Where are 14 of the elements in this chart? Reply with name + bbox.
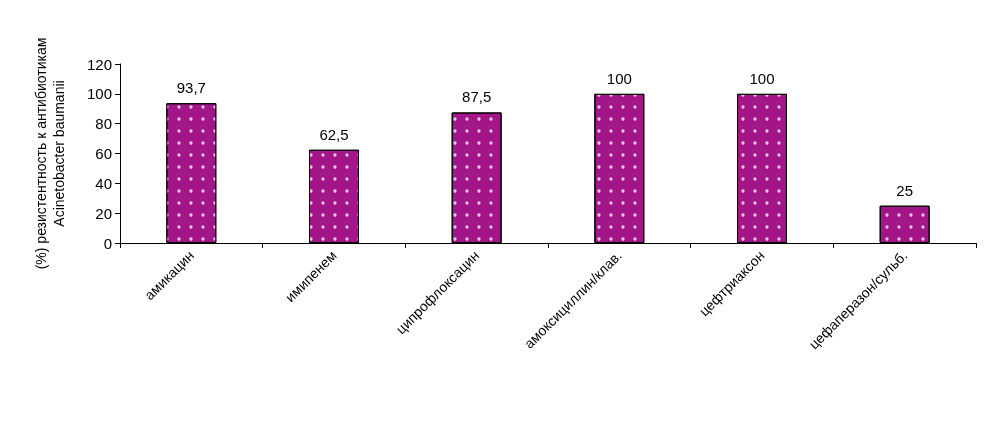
y-tick-label: 20 [95,204,112,222]
y-tick-label: 80 [95,115,112,133]
y-tick-label: 120 [86,55,112,73]
y-tick-label: 0 [103,234,112,252]
data-label: 87,5 [462,88,492,106]
data-label: 93,7 [176,79,206,97]
y-tick-label: 40 [95,174,112,192]
y-tick-label: 60 [95,145,112,162]
y-tick-label: 100 [86,85,112,103]
data-label: 100 [606,69,632,87]
y-axis-title: (%) резистентность к антибиотикам Acinetobacter baumanii [33,37,67,270]
data-label: 62,5 [319,125,349,143]
data-label: 25 [896,181,914,199]
data-label: 100 [749,69,775,87]
